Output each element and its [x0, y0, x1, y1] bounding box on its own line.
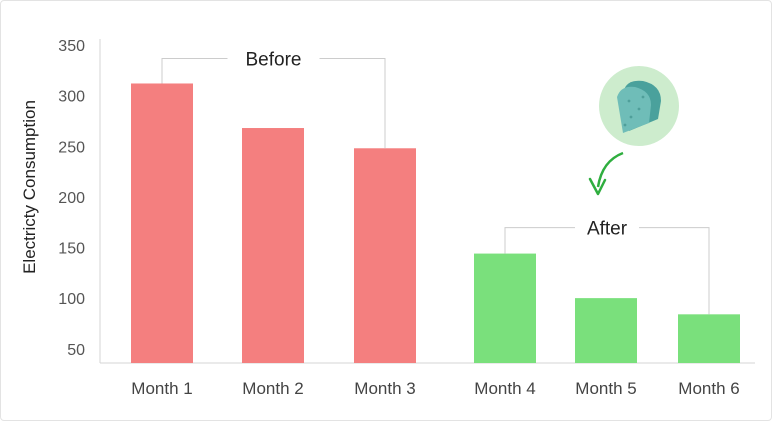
axes	[99, 39, 755, 364]
bracket-left	[161, 57, 228, 84]
y-ticks: 50 100 150 200 250 300 350	[58, 38, 85, 359]
category-labels: Month 1 Month 2 Month 3 Month 4 Month 5 Month…	[131, 379, 739, 398]
arrow-head	[588, 177, 607, 196]
tablet-annotation	[588, 66, 679, 196]
tablet-speck	[637, 107, 641, 111]
bars	[131, 83, 740, 363]
bar-month-5	[575, 298, 637, 363]
green-tablet-icon	[617, 80, 661, 133]
y-tick-label: 350	[58, 38, 85, 55]
bracket-right	[639, 227, 710, 315]
tablet-speck	[627, 99, 631, 103]
tablet-speck	[629, 115, 633, 119]
x-tick-label: Month 1	[131, 379, 192, 398]
y-axis-title: Electricty Consumption	[20, 100, 39, 274]
bar-month-6	[678, 314, 740, 363]
x-tick-label: Month 2	[242, 379, 303, 398]
y-tick-label: 300	[58, 89, 85, 106]
x-tick-label: Month 4	[474, 379, 535, 398]
x-tick-label: Month 5	[575, 379, 636, 398]
tablet-speck	[623, 123, 627, 127]
tablet-speck	[641, 95, 645, 99]
bar-month-3	[354, 148, 416, 363]
bar-month-1	[131, 83, 193, 363]
group-brackets: Before After	[161, 49, 710, 315]
bar-month-2	[242, 128, 304, 363]
y-tick-label: 150	[58, 241, 85, 258]
arrow-curve	[596, 151, 624, 188]
y-tick-label: 250	[58, 139, 85, 156]
x-tick-label: Month 6	[678, 379, 739, 398]
y-tick-label: 50	[67, 342, 85, 359]
bracket-right	[319, 57, 386, 149]
group-label-after: After	[587, 219, 628, 240]
y-tick-label: 200	[58, 190, 85, 207]
y-tick-label: 100	[58, 291, 85, 308]
x-tick-label: Month 3	[354, 379, 415, 398]
group-label-before: Before	[246, 49, 302, 70]
bracket-left	[504, 227, 575, 254]
bar-month-4	[474, 253, 536, 363]
